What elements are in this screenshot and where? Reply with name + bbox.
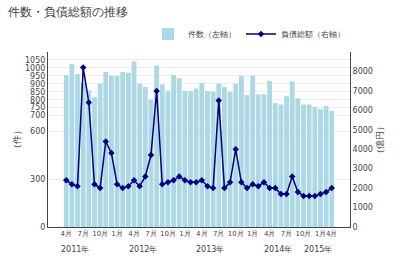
- svg-text:5000: 5000: [353, 126, 373, 135]
- svg-text:10月: 10月: [160, 230, 176, 238]
- svg-text:300: 300: [30, 175, 45, 184]
- svg-text:負債総額（右軸）: 負債総額（右軸）: [281, 30, 345, 39]
- svg-text:1000: 1000: [353, 203, 373, 212]
- svg-text:1月: 1月: [315, 230, 326, 238]
- svg-text:0: 0: [40, 223, 45, 232]
- svg-text:（億円）: （億円）: [375, 122, 385, 158]
- svg-text:2013年: 2013年: [196, 245, 224, 254]
- svg-text:1000: 1000: [25, 64, 45, 73]
- svg-text:600: 600: [30, 127, 45, 136]
- svg-text:7月: 7月: [145, 230, 156, 238]
- svg-text:4000: 4000: [353, 145, 373, 154]
- svg-text:750: 750: [30, 103, 45, 112]
- svg-text:2011年: 2011年: [61, 245, 89, 254]
- svg-text:850: 850: [30, 88, 45, 97]
- svg-text:4月: 4月: [196, 230, 207, 238]
- svg-text:4月: 4月: [326, 230, 337, 238]
- svg-text:1月: 1月: [179, 230, 190, 238]
- svg-text:2015年: 2015年: [304, 245, 332, 254]
- svg-text:10月: 10月: [296, 230, 312, 238]
- svg-text:700: 700: [30, 111, 45, 120]
- svg-text:10月: 10月: [92, 230, 108, 238]
- svg-text:7月: 7月: [77, 230, 88, 238]
- svg-text:900: 900: [30, 80, 45, 89]
- svg-text:8000: 8000: [353, 67, 373, 76]
- svg-text:950: 950: [30, 72, 45, 81]
- svg-text:1月: 1月: [247, 230, 258, 238]
- svg-text:4月: 4月: [60, 230, 71, 238]
- svg-text:（件）: （件）: [12, 126, 22, 153]
- svg-text:4月: 4月: [128, 230, 139, 238]
- svg-text:2012年: 2012年: [129, 245, 157, 254]
- svg-text:7月: 7月: [213, 230, 224, 238]
- svg-text:2000: 2000: [353, 184, 373, 193]
- svg-text:4月: 4月: [264, 230, 275, 238]
- svg-text:0: 0: [353, 223, 358, 232]
- svg-text:6000: 6000: [353, 106, 373, 115]
- svg-text:7月: 7月: [281, 230, 292, 238]
- svg-text:7000: 7000: [353, 87, 373, 96]
- svg-text:件数・負債総額の推移: 件数・負債総額の推移: [8, 5, 128, 19]
- svg-text:800: 800: [30, 96, 45, 105]
- svg-text:10月: 10月: [228, 230, 244, 238]
- svg-text:2014年: 2014年: [264, 245, 292, 254]
- svg-text:1050: 1050: [25, 56, 45, 65]
- svg-text:件数（左軸）: 件数（左軸）: [188, 30, 236, 39]
- svg-text:1月: 1月: [111, 230, 122, 238]
- svg-text:3000: 3000: [353, 164, 373, 173]
